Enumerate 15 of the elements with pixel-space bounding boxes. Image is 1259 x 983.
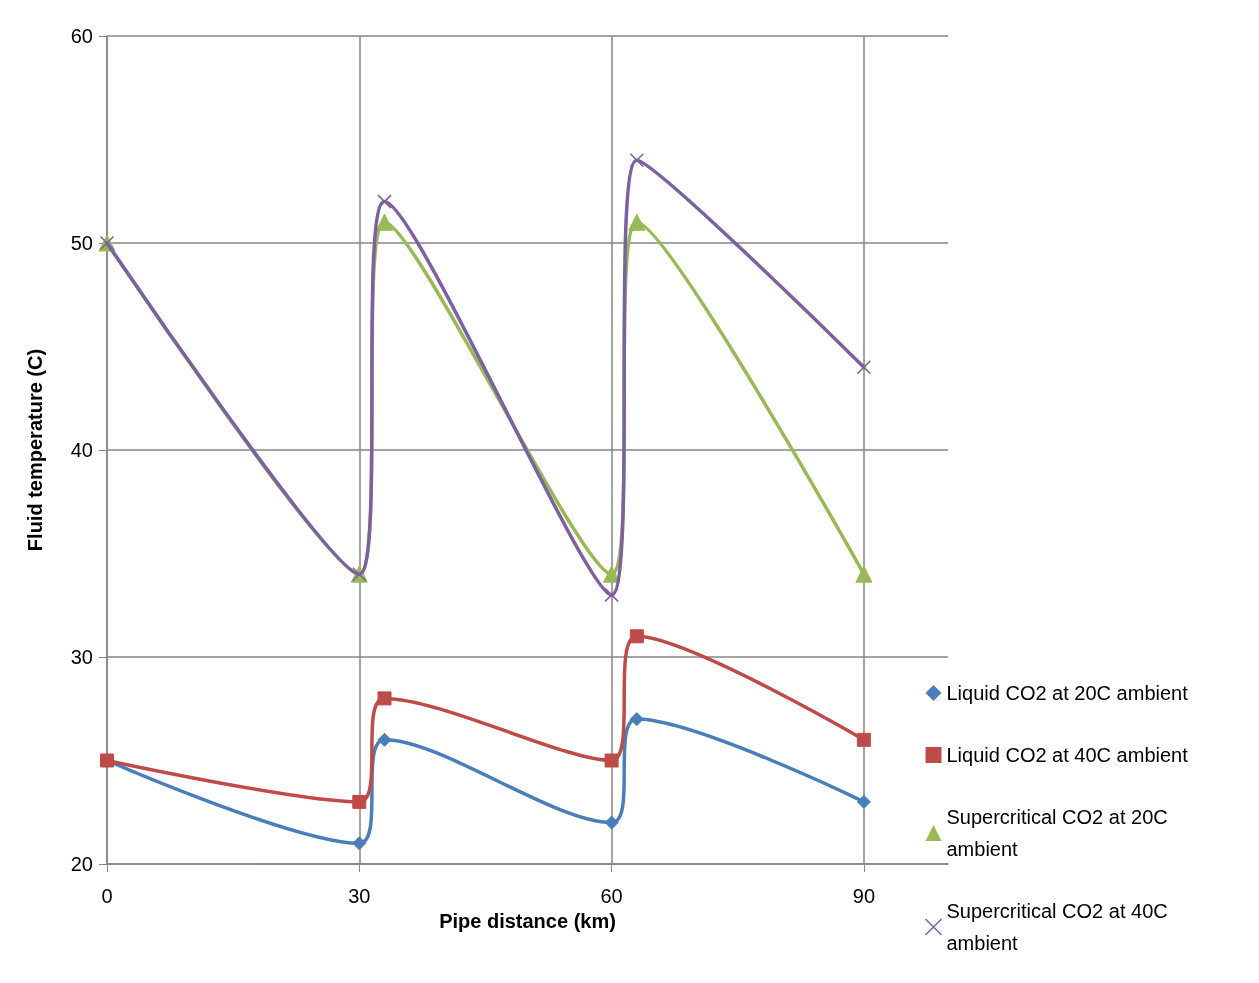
x-tick-label: 60 xyxy=(600,885,623,907)
legend-label: Supercritical CO2 at 20C ambient xyxy=(946,806,1174,860)
legend-label: Liquid CO2 at 20C ambient xyxy=(946,682,1189,704)
y-tick-label: 60 xyxy=(70,25,93,47)
legend-label: Liquid CO2 at 40C ambient xyxy=(946,744,1189,766)
y-tick-label: 40 xyxy=(70,439,93,461)
y-tick-label: 20 xyxy=(70,853,93,875)
x-tick-label: 0 xyxy=(101,885,113,907)
x-tick-label: 30 xyxy=(348,885,371,907)
y-tick-label: 50 xyxy=(70,232,93,254)
y-tick-label: 30 xyxy=(70,646,93,668)
legend-label: Supercritical CO2 at 40C ambient xyxy=(946,900,1174,954)
y-axis-title: Fluid temperature (C) xyxy=(24,348,46,552)
x-tick-label: 90 xyxy=(852,885,876,907)
x-axis-title: Pipe distance (km) xyxy=(439,909,616,932)
